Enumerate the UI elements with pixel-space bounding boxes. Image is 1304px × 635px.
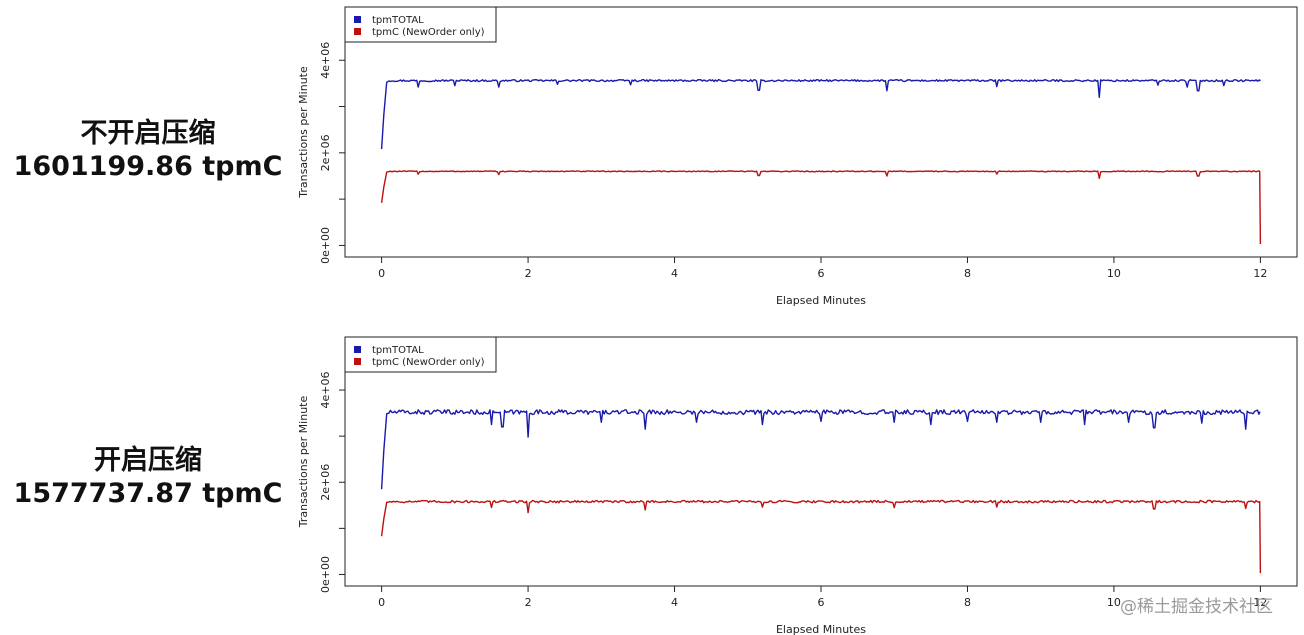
panel-1-label-value: 1601199.86 tpmC — [13, 151, 283, 182]
plot-frame — [344, 336, 1298, 587]
x-tick-label: 12 — [1253, 596, 1267, 609]
series-line-tpmtotal — [380, 409, 1261, 490]
series-line-tpmc — [380, 170, 1262, 245]
y-tick-label: 0e+00 — [319, 227, 332, 264]
legend-entry: tpmC (NewOrder only) — [372, 357, 485, 368]
legend-entry: tpmC (NewOrder only) — [372, 27, 485, 38]
legend-box — [344, 336, 497, 373]
panel-1-label: 不开启压缩 1601199.86 tpmC — [0, 117, 296, 183]
x-tick-label: 10 — [1107, 267, 1121, 280]
y-tick-label: 2e+06 — [319, 134, 332, 171]
legend-swatch — [354, 16, 361, 23]
x-tick-label: 6 — [818, 267, 825, 280]
legend-box — [344, 6, 497, 43]
watermark: @稀土掘金技术社区 — [1120, 597, 1273, 617]
y-tick-label: 4e+06 — [319, 372, 332, 409]
legend-swatch — [354, 28, 361, 35]
chart-panel-1: 0 2 4 6 8 10 12 0e+00 2e+06 4e+06 Elapsed Minutes T… — [297, 6, 1298, 307]
y-tick-label: 2e+06 — [319, 464, 332, 501]
x-tick-label: 2 — [525, 267, 532, 280]
series-line-tpmtotal — [380, 79, 1261, 150]
legend-entry: tpmTOTAL — [372, 15, 424, 26]
legend-swatch — [354, 358, 361, 365]
panel-2-label-title: 开启压缩 — [94, 445, 202, 476]
x-tick-label: 8 — [964, 267, 971, 280]
x-axis-title: Elapsed Minutes — [776, 294, 866, 307]
x-tick-label: 12 — [1253, 267, 1267, 280]
x-tick-label: 6 — [818, 596, 825, 609]
y-axis-title: Transactions per Minute — [297, 396, 310, 529]
x-tick-label: 0 — [378, 267, 385, 280]
x-tick-label: 0 — [378, 596, 385, 609]
panel-1-label-title: 不开启压缩 — [80, 118, 216, 149]
legend-entry: tpmTOTAL — [372, 345, 424, 356]
chart-panel-2: 0 2 4 6 8 10 12 0e+00 2e+06 4e+06 Elapsed Minutes T… — [297, 336, 1298, 635]
x-tick-label: 4 — [671, 596, 678, 609]
x-tick-label: 2 — [525, 596, 532, 609]
legend-swatch — [354, 346, 361, 353]
series-line-tpmc — [380, 499, 1262, 574]
x-tick-label: 8 — [964, 596, 971, 609]
y-axis-title: Transactions per Minute — [297, 66, 310, 199]
y-tick-label: 0e+00 — [319, 556, 332, 593]
plot-frame — [344, 6, 1298, 258]
y-tick-label: 4e+06 — [319, 42, 332, 79]
x-axis-title: Elapsed Minutes — [776, 623, 866, 635]
x-tick-label: 4 — [671, 267, 678, 280]
x-tick-label: 10 — [1107, 596, 1121, 609]
panel-2-label: 开启压缩 1577737.87 tpmC — [0, 444, 296, 510]
panel-2-label-value: 1577737.87 tpmC — [13, 478, 283, 509]
